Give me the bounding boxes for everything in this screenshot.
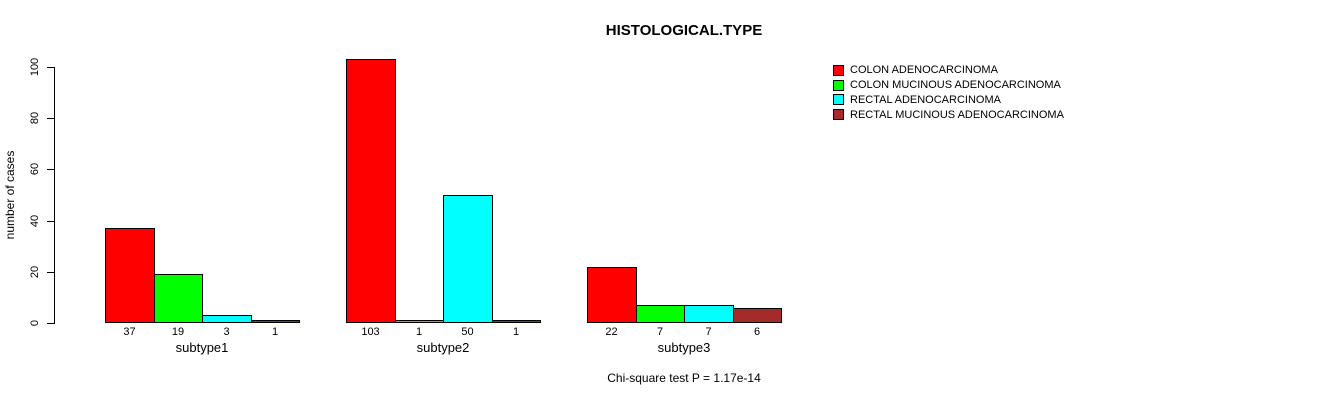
bar-subtype3-series4 xyxy=(733,308,782,323)
y-tick-mark xyxy=(47,272,54,273)
bar-subtype1-series2 xyxy=(154,274,203,323)
bar-subtype1-series3 xyxy=(202,315,252,323)
legend-item: RECTAL ADENOCARCINOMA xyxy=(833,93,1064,108)
bar-value-label: 19 xyxy=(171,326,185,338)
chi-square-note: Chi-square test P = 1.17e-14 xyxy=(607,371,761,385)
legend-swatch-icon xyxy=(833,109,844,121)
y-axis-label: number of cases xyxy=(3,150,17,240)
category-label-subtype3: subtype3 xyxy=(657,340,711,355)
bar-value-label: 1 xyxy=(415,326,423,338)
category-label-subtype2: subtype2 xyxy=(416,340,470,355)
bar-value-label: 22 xyxy=(605,326,618,338)
y-tick-mark xyxy=(47,323,54,324)
bar-subtype1-series4 xyxy=(251,320,300,323)
y-tick-label: 20 xyxy=(29,265,41,279)
bar-value-label: 1 xyxy=(512,326,520,338)
bar-subtype3-series1 xyxy=(587,267,637,323)
legend-item: RECTAL MUCINOUS ADENOCARCINOMA xyxy=(833,107,1064,122)
y-tick-label: 60 xyxy=(29,162,41,176)
legend-label: COLON MUCINOUS ADENOCARCINOMA xyxy=(850,79,1061,92)
bar-subtype1-series1 xyxy=(105,228,155,323)
legend-swatch-icon xyxy=(833,64,844,76)
bar-value-label: 3 xyxy=(223,326,230,338)
y-tick-mark xyxy=(47,169,54,170)
y-tick-mark xyxy=(47,118,54,119)
y-tick-label: 100 xyxy=(29,57,41,77)
y-axis-line xyxy=(54,67,55,324)
y-tick-mark xyxy=(47,221,54,222)
legend-item: COLON MUCINOUS ADENOCARCINOMA xyxy=(833,78,1064,93)
chart-title: HISTOLOGICAL.TYPE xyxy=(605,22,763,39)
legend: COLON ADENOCARCINOMA COLON MUCINOUS ADENO… xyxy=(833,63,1064,122)
y-tick-label: 40 xyxy=(29,214,41,228)
legend-swatch-icon xyxy=(833,94,844,106)
bar-value-label: 7 xyxy=(705,326,712,338)
bar-subtype2-series2 xyxy=(395,320,444,323)
bar-subtype2-series3 xyxy=(443,195,493,323)
bar-subtype2-series1 xyxy=(346,59,396,323)
bar-value-label: 6 xyxy=(753,326,761,338)
bar-subtype2-series4 xyxy=(492,320,541,323)
bar-value-label: 37 xyxy=(123,326,136,338)
y-tick-label: 80 xyxy=(29,111,41,125)
y-tick-label: 0 xyxy=(29,319,41,327)
bar-subtype3-series2 xyxy=(636,305,685,323)
legend-label: RECTAL MUCINOUS ADENOCARCINOMA xyxy=(850,108,1064,121)
legend-label: COLON ADENOCARCINOMA xyxy=(850,64,998,77)
bar-value-label: 1 xyxy=(271,326,279,338)
legend-swatch-icon xyxy=(833,79,844,91)
legend-item: COLON ADENOCARCINOMA xyxy=(833,63,1064,78)
category-label-subtype1: subtype1 xyxy=(175,340,229,355)
bar-value-label: 103 xyxy=(361,326,380,338)
bar-value-label: 50 xyxy=(461,326,474,338)
y-tick-mark xyxy=(47,67,54,68)
bar-value-label: 7 xyxy=(656,326,664,338)
legend-label: RECTAL ADENOCARCINOMA xyxy=(850,93,1001,106)
bar-subtype3-series3 xyxy=(684,305,734,323)
